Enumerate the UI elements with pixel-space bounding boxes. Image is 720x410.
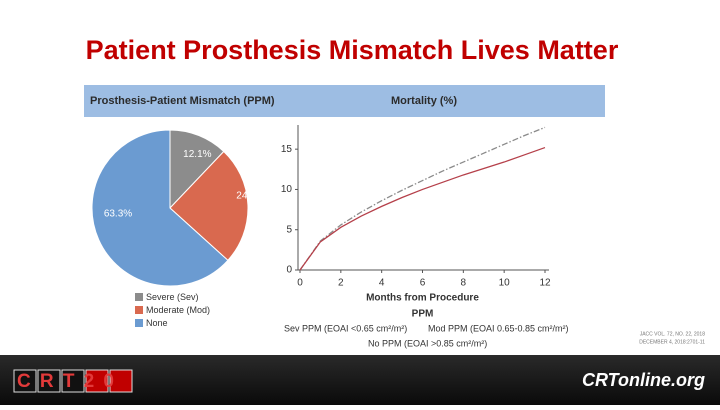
citation: DECEMBER 4, 2018:2701-11	[639, 339, 705, 345]
pie-label: 12.1%	[183, 149, 211, 160]
legend-swatch	[135, 319, 143, 327]
x-tick-label: 12	[539, 278, 551, 289]
x-axis-label: Months from Procedure	[366, 293, 479, 304]
legend-swatch	[135, 293, 143, 301]
y-tick-label: 15	[281, 144, 293, 155]
footer-logo-boxes	[13, 369, 133, 393]
footer-right-logo: CRTonline.org	[582, 370, 705, 390]
footer-left-logo: CRT20	[17, 371, 123, 392]
y-tick-label: 0	[286, 265, 292, 276]
line-series	[299, 146, 546, 271]
slide-title: Patient Prosthesis Mismatch Lives Matter	[86, 35, 619, 65]
x-tick-label: 6	[420, 278, 426, 289]
charts: 12.1% Severe (Sev) 24.6% Moderate (Mod) 63.3…	[91, 125, 569, 348]
citation: JACC VOL. 72, NO. 22, 2018	[640, 331, 706, 337]
legend-swatch	[135, 306, 143, 314]
pie-label: 63.3%	[104, 209, 132, 220]
x-tick-label: 10	[499, 278, 511, 289]
pie-label: 24.6%	[236, 190, 264, 201]
legend-label: None	[146, 318, 168, 328]
header-bar	[84, 85, 605, 117]
pie-slice	[91, 129, 229, 287]
line-series	[299, 126, 546, 271]
pie-slice	[169, 129, 225, 210]
pie-slice	[169, 150, 249, 262]
legend-label: Mod PPM (EOAI 0.65-0.85 cm²/m²)	[428, 323, 569, 333]
x-tick-label: 8	[461, 278, 467, 289]
y-tick-label: 10	[281, 184, 293, 195]
legend-label: No PPM (EOAI >0.85 cm²/m²)	[368, 338, 487, 348]
x-tick-label: 0	[297, 278, 303, 289]
legend-label: Moderate (Mod)	[146, 305, 210, 315]
right-header: Mortality (%)	[391, 95, 457, 107]
legend-title: PPM	[412, 309, 434, 320]
x-tick-label: 4	[379, 278, 385, 289]
x-tick-label: 2	[338, 278, 344, 289]
legend-label: Severe (Sev)	[146, 292, 199, 302]
legend-label: Sev PPM (EOAI <0.65 cm²/m²)	[284, 323, 407, 333]
y-tick-label: 5	[286, 224, 292, 235]
left-header: Prosthesis-Patient Mismatch (PPM)	[90, 95, 275, 107]
